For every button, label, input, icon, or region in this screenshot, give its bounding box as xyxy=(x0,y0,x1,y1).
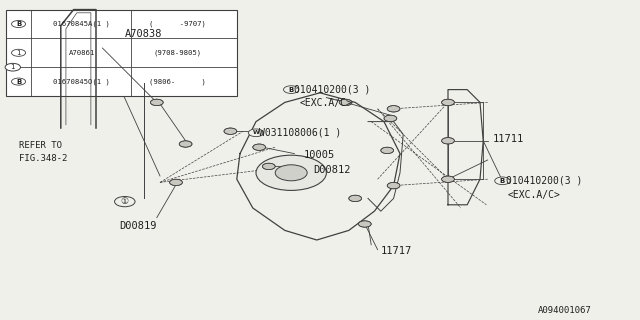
Text: 01670845A(1 ): 01670845A(1 ) xyxy=(54,21,110,27)
Circle shape xyxy=(179,141,192,147)
Text: 1: 1 xyxy=(10,64,15,70)
Circle shape xyxy=(275,165,307,181)
Text: REFER TO: REFER TO xyxy=(19,141,62,150)
Circle shape xyxy=(224,128,237,134)
Circle shape xyxy=(150,99,163,106)
Text: B: B xyxy=(289,87,294,92)
Text: W: W xyxy=(253,130,259,135)
Text: 11711: 11711 xyxy=(493,134,524,144)
Text: D00812: D00812 xyxy=(314,164,351,175)
Text: 10005: 10005 xyxy=(304,150,335,160)
Circle shape xyxy=(442,176,454,182)
Circle shape xyxy=(442,138,454,144)
Text: <EXC.A/C>: <EXC.A/C> xyxy=(300,98,353,108)
Circle shape xyxy=(384,115,397,122)
Circle shape xyxy=(387,106,400,112)
Text: (9806-      ): (9806- ) xyxy=(150,78,206,85)
Text: ①: ① xyxy=(121,197,129,206)
Circle shape xyxy=(495,177,510,185)
Text: B: B xyxy=(16,21,21,27)
Text: FIG.348-2: FIG.348-2 xyxy=(19,154,68,163)
Text: B: B xyxy=(500,178,505,184)
Circle shape xyxy=(349,195,362,202)
Text: W031108006(1 ): W031108006(1 ) xyxy=(259,128,342,138)
Bar xyxy=(6,10,237,96)
Circle shape xyxy=(358,221,371,227)
Circle shape xyxy=(253,144,266,150)
Circle shape xyxy=(115,196,135,207)
Text: 01670845O(1 ): 01670845O(1 ) xyxy=(54,78,110,85)
Circle shape xyxy=(248,129,264,137)
Text: 1: 1 xyxy=(16,50,21,56)
Text: <EXC.A/C>: <EXC.A/C> xyxy=(508,190,561,200)
Text: A70838: A70838 xyxy=(125,28,163,39)
Text: 010410200(3 ): 010410200(3 ) xyxy=(506,176,582,186)
Circle shape xyxy=(339,99,352,106)
Text: D00819: D00819 xyxy=(119,220,156,231)
Circle shape xyxy=(284,86,299,93)
Text: A70861: A70861 xyxy=(68,50,95,56)
Circle shape xyxy=(442,99,454,106)
Circle shape xyxy=(170,179,182,186)
Circle shape xyxy=(5,63,20,71)
Text: (      -9707): ( -9707) xyxy=(150,21,206,27)
Text: 010410200(3 ): 010410200(3 ) xyxy=(294,84,371,95)
Text: (9708-9805): (9708-9805) xyxy=(154,50,202,56)
Text: B: B xyxy=(16,79,21,84)
Circle shape xyxy=(381,147,394,154)
Text: 11717: 11717 xyxy=(381,246,412,256)
Circle shape xyxy=(387,182,400,189)
Circle shape xyxy=(256,155,326,190)
Text: A094001067: A094001067 xyxy=(538,306,591,315)
Circle shape xyxy=(262,163,275,170)
